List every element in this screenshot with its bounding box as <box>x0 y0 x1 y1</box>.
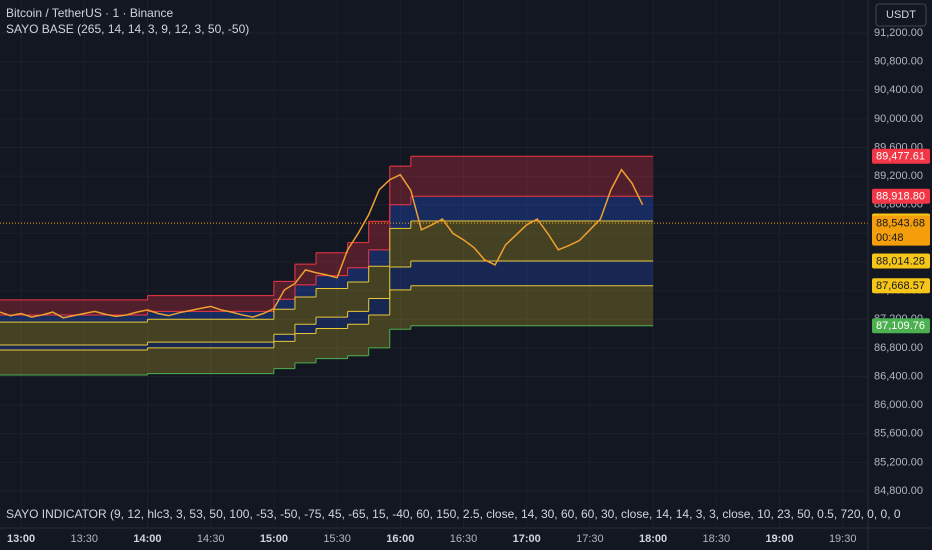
price-tag <box>872 253 930 269</box>
x-tick-label: 17:30 <box>576 533 604 545</box>
price-line <box>0 168 644 319</box>
price-tag <box>872 188 930 204</box>
x-tick-label: 15:30 <box>323 533 351 545</box>
x-tick-label: 13:00 <box>7 533 35 545</box>
band-fill <box>368 314 390 348</box>
band-fill <box>273 299 295 310</box>
x-tick-label: 13:30 <box>71 533 99 545</box>
symbol-title: Bitcoin / TetherUS · 1 · Binance <box>6 6 174 20</box>
y-tick-label: 89,200.00 <box>874 170 923 182</box>
band-fill <box>316 328 348 359</box>
x-tick-label: 14:00 <box>133 533 161 545</box>
band-fill <box>389 204 411 229</box>
band-fill <box>294 264 317 285</box>
y-tick-label: 85,600.00 <box>874 428 923 440</box>
price-tag <box>872 318 930 334</box>
band-fill <box>347 311 369 325</box>
band-fill <box>273 341 295 369</box>
price-tag <box>872 278 930 294</box>
band-fill <box>389 166 411 205</box>
band-fill <box>410 196 654 221</box>
price-tag-label: 89,477.61 <box>876 151 925 163</box>
x-tick-label: 18:30 <box>703 533 731 545</box>
currency-label: USDT <box>886 9 916 21</box>
x-tick-label: 18:00 <box>639 533 667 545</box>
band-fill <box>294 284 317 298</box>
band-fill <box>0 350 148 376</box>
price-tag-label: 87,109.76 <box>876 320 925 332</box>
price-tag <box>872 215 930 246</box>
band-fill <box>0 322 148 346</box>
band-fill <box>410 220 654 261</box>
band-fill <box>316 288 348 318</box>
band-fill <box>273 309 295 335</box>
price-tag-label: 87,668.57 <box>876 280 925 292</box>
y-tick-label: 91,200.00 <box>874 27 923 39</box>
study-title: SAYO BASE (265, 14, 14, 3, 9, 12, 3, 50,… <box>6 22 249 36</box>
band-fill <box>347 242 369 268</box>
y-tick-label: 90,400.00 <box>874 84 923 96</box>
band-fill <box>273 334 295 342</box>
x-tick-label: 19:00 <box>765 533 793 545</box>
x-tick-label: 16:00 <box>386 533 414 545</box>
band-fill <box>410 156 654 197</box>
price-tag-countdown: 00:48 <box>876 232 904 244</box>
price-tag-label: 88,918.80 <box>876 191 925 203</box>
band-fill <box>0 314 148 323</box>
band-fill <box>389 267 411 290</box>
band-fill <box>147 311 274 320</box>
band-fill <box>147 295 274 312</box>
band-fill <box>294 333 317 363</box>
y-tick-label: 86,400.00 <box>874 370 923 382</box>
y-tick-label: 85,200.00 <box>874 456 923 468</box>
x-tick-label: 14:30 <box>197 533 225 545</box>
band-fill <box>368 298 390 315</box>
band-fill <box>147 347 274 374</box>
band-fill <box>368 221 390 250</box>
plot <box>0 155 868 376</box>
x-tick-label: 16:30 <box>450 533 478 545</box>
price-tag-label: 88,014.28 <box>876 255 925 267</box>
indicator-title: SAYO INDICATOR (9, 12, hlc3, 3, 53, 50, … <box>6 507 901 521</box>
y-tick-label: 86,000.00 <box>874 399 923 411</box>
band-fill <box>147 319 274 343</box>
band-fill <box>294 297 317 325</box>
x-tick-label: 19:30 <box>829 533 857 545</box>
y-tick-label: 86,800.00 <box>874 342 923 354</box>
x-tick-label: 15:00 <box>260 533 288 545</box>
y-tick-label: 90,800.00 <box>874 56 923 68</box>
price-tag <box>872 148 930 164</box>
band-fill <box>316 317 348 329</box>
band-fill <box>0 299 148 315</box>
band-fill <box>410 260 654 286</box>
x-tick-label: 17:00 <box>513 533 541 545</box>
band-fill <box>347 267 369 283</box>
currency-button[interactable] <box>875 3 927 27</box>
band-fill <box>368 266 390 299</box>
band-fill <box>368 249 390 267</box>
price-tag-label: 88,543.68 <box>876 218 925 230</box>
band-fill <box>294 324 317 334</box>
band-fill <box>389 228 411 268</box>
band-fill <box>0 345 148 351</box>
band-fill <box>316 275 348 289</box>
band-fill <box>410 285 654 326</box>
band-fill <box>147 342 274 348</box>
band-fill <box>347 282 369 312</box>
y-tick-label: 90,000.00 <box>874 113 923 125</box>
band-fill <box>389 289 411 330</box>
band-fill <box>347 324 369 356</box>
y-tick-label: 84,800.00 <box>874 485 923 497</box>
